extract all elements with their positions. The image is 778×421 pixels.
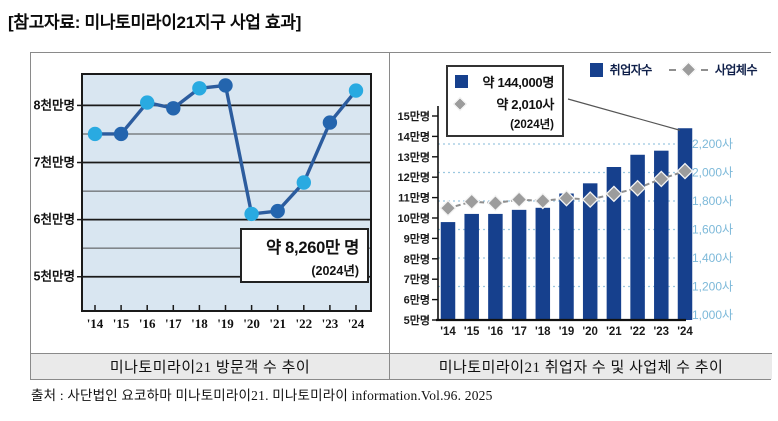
employment-chart-legend: 취업자수 사업체수 [589, 61, 767, 78]
svg-text:1,200사: 1,200사 [692, 280, 733, 294]
svg-text:5만명: 5만명 [404, 313, 430, 327]
businesses-diamond-icon [452, 96, 468, 111]
employees-annotation-value: 약 144,000명 [482, 75, 554, 90]
visitors-annotation-value: 약 8,260만 명 [266, 239, 359, 257]
svg-text:2,200사: 2,200사 [692, 137, 733, 151]
svg-text:7천만명: 7천만명 [34, 155, 75, 170]
svg-text:'23: '23 [322, 316, 339, 331]
svg-text:13만명: 13만명 [398, 150, 430, 164]
businesses-legend-dash [668, 68, 676, 71]
svg-text:1,600사: 1,600사 [692, 223, 733, 237]
svg-text:10만명: 10만명 [398, 211, 430, 225]
employment-annotation-year: (2024년) [510, 119, 554, 131]
svg-text:6만명: 6만명 [404, 293, 430, 307]
svg-text:'19: '19 [217, 316, 234, 331]
visitors-annotation-box: 약 8,260만 명 (2024년) [240, 228, 369, 283]
svg-text:11만명: 11만명 [398, 191, 430, 205]
visitors-chart-panel: 8천만명 7천만명 6천만명 5천만명 '14 '15 '16 '17 '18 '19 '20 '21… [31, 53, 389, 353]
svg-text:'22: '22 [630, 326, 646, 338]
svg-text:'24: '24 [677, 326, 693, 338]
businesses-annotation-value: 약 2,010사 [496, 97, 554, 112]
svg-text:'16: '16 [139, 316, 156, 331]
svg-text:15만명: 15만명 [398, 109, 430, 123]
svg-text:'19: '19 [559, 326, 575, 338]
employees-legend-swatch [589, 62, 603, 77]
visitors-chart-svg: 8천만명 7천만명 6천만명 5천만명 '14 '15 '16 '17 '18 '19 '20 '21… [34, 73, 372, 331]
svg-text:'17: '17 [165, 316, 182, 331]
svg-text:'23: '23 [654, 326, 670, 338]
svg-text:'22: '22 [295, 316, 312, 331]
visitors-chart-caption: 미나토미라이21 방문객 수 추이 [31, 353, 389, 379]
charts-table: 8천만명 7천만명 6천만명 5천만명 '14 '15 '16 '17 '18 '19 '20 '21… [30, 52, 772, 380]
svg-text:7만명: 7만명 [404, 272, 430, 286]
svg-text:'20: '20 [582, 326, 598, 338]
svg-text:1,000사: 1,000사 [692, 308, 733, 322]
employment-chart-caption: 미나토미라이21 취업자 수 및 사업체 수 추이 [389, 353, 772, 379]
svg-text:'15: '15 [113, 316, 130, 331]
businesses-legend-diamond-icon [680, 61, 697, 78]
svg-text:'21: '21 [606, 326, 622, 338]
businesses-legend-dash [700, 68, 708, 71]
svg-text:1,400사: 1,400사 [692, 251, 733, 265]
employment-chart-svg: 2,200사 2,000사 1,800사 1,600사 1,400사 1,200사 1,00… [398, 98, 733, 338]
employment-chart-panel: 2,200사 2,000사 1,800사 1,600사 1,400사 1,200사 1,00… [389, 53, 772, 353]
svg-text:8만명: 8만명 [404, 252, 430, 266]
employment-annotation-box: 약 144,000명 약 2,010사 (2024년) [446, 65, 564, 137]
svg-text:'15: '15 [464, 326, 480, 338]
svg-text:8천만명: 8천만명 [34, 97, 75, 112]
svg-text:5천만명: 5천만명 [34, 269, 75, 284]
employees-swatch-icon [455, 75, 468, 88]
svg-text:'16: '16 [488, 326, 504, 338]
svg-text:'18: '18 [535, 326, 551, 338]
businesses-legend-label: 사업체수 [714, 63, 758, 77]
svg-text:'24: '24 [348, 316, 365, 331]
svg-text:14만명: 14만명 [398, 129, 430, 143]
source-note: 출처 : 사단법인 요코하마 미나토미라이21. 미나토미라이 informat… [31, 388, 493, 403]
svg-text:12만명: 12만명 [398, 170, 430, 184]
svg-text:'18: '18 [191, 316, 208, 331]
svg-text:'17: '17 [511, 326, 527, 338]
svg-text:2,000사: 2,000사 [692, 166, 733, 180]
svg-text:6천만명: 6천만명 [34, 212, 75, 227]
svg-text:9만명: 9만명 [404, 231, 430, 245]
svg-text:1,800사: 1,800사 [692, 194, 733, 208]
svg-text:'20: '20 [243, 316, 260, 331]
employees-legend-label: 취업자수 [609, 63, 653, 77]
svg-text:'14: '14 [87, 316, 104, 331]
visitors-annotation-year: (2024년) [311, 264, 359, 278]
svg-text:'14: '14 [440, 326, 456, 338]
svg-text:'21: '21 [269, 316, 286, 331]
page-title: [참고자료: 미나토미라이21지구 사업 효과] [8, 13, 302, 32]
